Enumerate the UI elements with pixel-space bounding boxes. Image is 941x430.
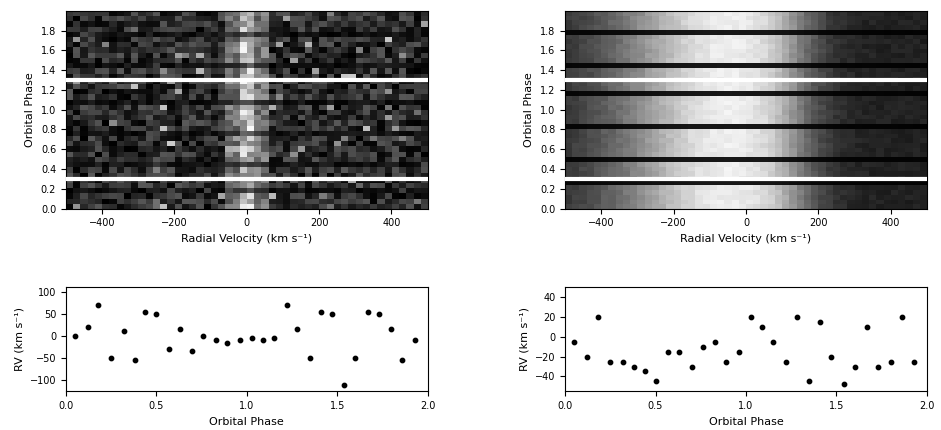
Y-axis label: Orbital Phase: Orbital Phase <box>524 72 534 147</box>
Point <box>104 355 119 362</box>
Point <box>117 328 132 335</box>
Point <box>823 353 838 360</box>
Point <box>266 335 281 341</box>
Point <box>766 338 781 345</box>
Point <box>149 310 164 317</box>
Point <box>884 358 899 365</box>
Point <box>279 301 295 308</box>
Y-axis label: RV (km s⁻¹): RV (km s⁻¹) <box>519 307 530 371</box>
Point <box>580 353 595 360</box>
Point <box>755 323 770 330</box>
Point <box>672 348 687 355</box>
Point <box>847 363 862 370</box>
Y-axis label: Orbital Phase: Orbital Phase <box>25 72 35 147</box>
Point <box>245 335 260 341</box>
X-axis label: Radial Velocity (km s⁻¹): Radial Velocity (km s⁻¹) <box>182 234 312 244</box>
Point <box>372 310 387 317</box>
Point <box>603 358 618 365</box>
Point <box>907 358 922 365</box>
Point <box>802 378 817 385</box>
Point <box>395 357 410 364</box>
Point <box>232 337 247 344</box>
Point <box>684 363 699 370</box>
Point <box>256 337 271 344</box>
X-axis label: Orbital Phase: Orbital Phase <box>210 417 284 427</box>
Point <box>894 313 909 320</box>
Point <box>290 326 305 333</box>
X-axis label: Orbital Phase: Orbital Phase <box>709 417 783 427</box>
Point <box>407 337 423 344</box>
Point <box>566 338 582 345</box>
Point <box>813 319 828 326</box>
Point <box>695 343 710 350</box>
Point <box>337 381 352 388</box>
Point <box>648 378 663 385</box>
Point <box>778 358 793 365</box>
Point <box>719 358 734 365</box>
Point <box>590 313 605 320</box>
Point <box>196 332 211 339</box>
Point <box>348 355 363 362</box>
X-axis label: Radial Velocity (km s⁻¹): Radial Velocity (km s⁻¹) <box>680 234 811 244</box>
Point <box>615 358 630 365</box>
Point <box>68 332 83 339</box>
Point <box>127 357 142 364</box>
Point <box>162 346 177 353</box>
Point <box>708 338 723 345</box>
Point <box>303 355 318 362</box>
Point <box>627 363 642 370</box>
Point <box>637 368 652 375</box>
Point <box>313 308 328 315</box>
Point <box>325 310 340 317</box>
Point <box>209 337 224 344</box>
Point <box>185 348 200 355</box>
Point <box>91 301 106 308</box>
Point <box>661 348 676 355</box>
Point <box>860 323 875 330</box>
Point <box>837 381 852 388</box>
Point <box>744 313 759 320</box>
Point <box>360 308 375 315</box>
Point <box>789 313 805 320</box>
Point <box>731 348 746 355</box>
Point <box>172 326 187 333</box>
Point <box>870 363 885 370</box>
Point <box>384 326 399 333</box>
Y-axis label: RV (km s⁻¹): RV (km s⁻¹) <box>14 307 24 371</box>
Point <box>219 339 234 346</box>
Point <box>138 308 153 315</box>
Point <box>80 324 95 331</box>
